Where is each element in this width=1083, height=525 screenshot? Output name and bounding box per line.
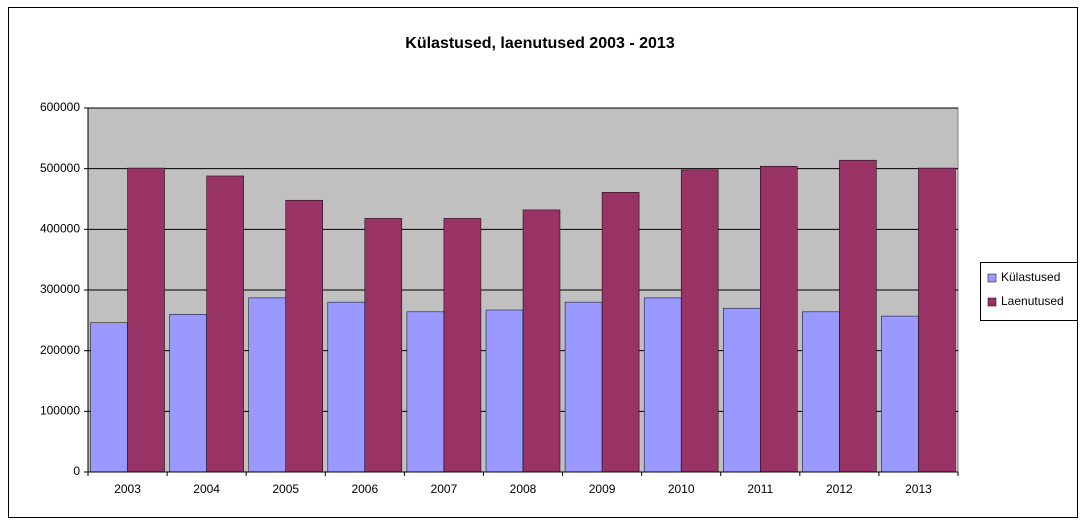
bar [169,314,207,473]
bar [364,218,403,473]
x-tick-label: 2003 [114,482,141,496]
x-tick-label: 2008 [510,482,537,496]
bar [601,192,640,473]
x-tick-label: 2010 [668,482,695,496]
x-tick-label: 2011 [747,482,773,496]
y-tick-label: 100000 [40,404,80,418]
bar [206,175,244,473]
y-tick-label: 400000 [40,222,80,236]
y-tick-label: 600000 [40,100,80,114]
bar [680,169,719,473]
legend-box [980,262,1078,321]
x-tick-label: 2012 [826,482,853,496]
bar [327,301,366,473]
chart-title: Külastused, laenutused 2003 - 2013 [405,35,675,52]
legend-swatch [987,297,997,307]
bar [90,322,128,473]
y-tick-label: 200000 [40,343,80,357]
bar [760,165,798,473]
bar [248,297,286,473]
legend-label: Laenutused [1001,294,1064,308]
x-tick-label: 2004 [193,482,220,496]
bar [127,167,165,473]
bar [802,311,840,473]
bar [564,301,603,473]
x-tick-label: 2005 [272,482,299,496]
x-tick-label: 2007 [431,482,458,496]
bar [406,311,445,473]
bar [522,209,561,473]
y-tick-label: 300000 [40,282,80,296]
legend-swatch [987,273,997,283]
bar [839,159,877,473]
bar [443,218,482,473]
bar [285,199,323,473]
bar [485,309,524,473]
legend-label: Külastused [1001,270,1060,284]
bar [881,315,919,473]
bar [643,297,682,473]
x-tick-label: 2013 [905,482,932,496]
bar [918,167,956,473]
y-tick-label: 500000 [40,161,80,175]
bar [723,307,761,473]
x-tick-label: 2009 [589,482,616,496]
y-tick-label: 0 [73,464,80,478]
x-tick-label: 2006 [351,482,378,496]
